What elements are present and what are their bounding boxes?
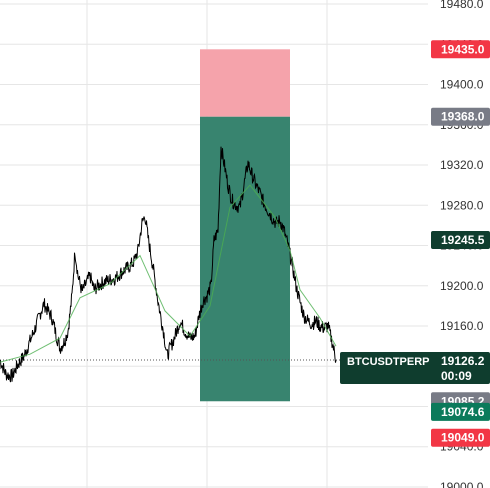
price-tags: 19435.019368.019245.519085.219074.619049…: [431, 40, 490, 447]
moving-average-line: [0, 184, 337, 363]
price-tag-label: 19435.0: [441, 42, 485, 56]
y-tick-label: 19160.0: [440, 319, 484, 333]
take-profit-zone[interactable]: [200, 116, 290, 402]
y-tick-label: 19280.0: [440, 198, 484, 212]
price-tag-bg: [431, 230, 490, 249]
y-tick-label: 19000.0: [440, 480, 484, 488]
position-zones[interactable]: [200, 49, 290, 402]
price-tag-label: 19245.5: [441, 233, 485, 247]
last-price-label: 19126.2: [441, 354, 485, 368]
y-tick-label: 19400.0: [440, 78, 484, 92]
last-price-tag-bg: [340, 352, 490, 385]
last-price-tag: BTCUSDTPERP 19126.2 00:09: [340, 352, 490, 385]
price-series: [0, 146, 337, 383]
price-tag-label: 19368.0: [441, 110, 485, 124]
price-tag-bg: [431, 402, 490, 421]
price-tag-bg: [431, 428, 490, 447]
price-tag-label: 19049.0: [441, 431, 485, 445]
price-tag-bg: [431, 40, 490, 59]
stop-loss-zone[interactable]: [200, 49, 290, 117]
y-tick-label: 19480.0: [440, 0, 484, 11]
symbol-label: BTCUSDTPERP: [347, 356, 430, 368]
y-tick-label: 19200.0: [440, 279, 484, 293]
price-tag-label: 19074.6: [441, 405, 485, 419]
y-tick-label: 19320.0: [440, 158, 484, 172]
price-line: [0, 146, 337, 383]
countdown-label: 00:09: [441, 369, 472, 383]
price-tag-bg: [431, 107, 490, 126]
